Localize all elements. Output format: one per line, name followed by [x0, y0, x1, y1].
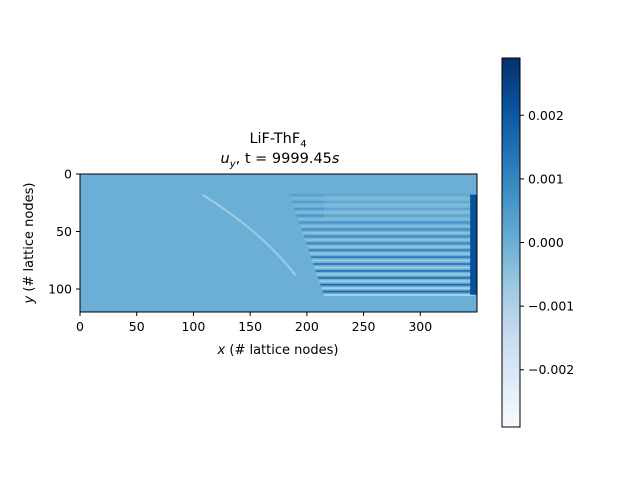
y-tick-label: 0 [64, 167, 72, 182]
heatmap-stripe [301, 228, 475, 231]
heatmap-stripe [307, 245, 475, 248]
x-tick-label: 0 [76, 319, 84, 334]
heatmap-stripe [298, 218, 475, 221]
colorbar-tick-label: 0.001 [528, 171, 564, 186]
heatmap-stripe [316, 273, 475, 276]
x-tick-label: 250 [352, 319, 376, 334]
heatmap-stripe [295, 211, 475, 214]
heatmap-stripe [302, 232, 475, 234]
y-axis-ticks: 0 50 100 [48, 167, 80, 297]
x-axis-ticks: 0 50 100 150 200 250 300 [76, 312, 432, 334]
plot-frame [79, 173, 478, 313]
title-subscript: 4 [300, 139, 306, 150]
x-tick-label: 50 [129, 319, 145, 334]
title-variable: u [221, 151, 230, 167]
x-axis-label-var: x [217, 343, 226, 358]
x-tick-label: 100 [181, 319, 205, 334]
heatmap-upper-band [323, 194, 475, 220]
y-axis-label-text: (# lattice nodes) [22, 183, 37, 296]
heatmap-stripe [309, 252, 475, 255]
heatmap-stripe [321, 287, 475, 290]
chart-title-line1: LiF-ThF4 [249, 131, 306, 150]
x-axis-label-text: (# lattice nodes) [225, 343, 338, 358]
colorbar-tick-label: −0.002 [528, 362, 574, 377]
heatmap-plot-area [80, 174, 477, 312]
y-axis-label-var: y [22, 295, 37, 304]
heatmap-stripe [306, 242, 475, 245]
colorbar-tick-label: 0.002 [528, 108, 564, 123]
heatmap-stripe [313, 263, 475, 265]
y-tick-label: 100 [48, 282, 72, 297]
heatmap-stripe [308, 249, 475, 252]
heatmap-diagonal-streak [201, 193, 297, 276]
heatmap-stripe [323, 294, 475, 296]
heatmap-stripe [310, 256, 475, 259]
heatmap-stripe [318, 276, 475, 279]
title-time: , t = 9999.45 [236, 151, 332, 167]
title-unit: s [332, 151, 340, 167]
title-main: LiF-ThF [249, 131, 300, 147]
heatmap-stripe [291, 197, 475, 200]
x-tick-label: 200 [295, 319, 319, 334]
colorbar-tick-label: −0.001 [528, 299, 574, 314]
heatmap-stripe [296, 214, 475, 217]
heatmap-right-edge-band [470, 194, 477, 295]
heatmap-stripe [320, 283, 475, 286]
heatmap-stripe [294, 207, 475, 210]
x-tick-label: 150 [238, 319, 262, 334]
heatmap-stripe [289, 194, 475, 196]
heatmap-stripe [293, 204, 475, 207]
colorbar-tick-label: 0.000 [528, 235, 564, 250]
x-tick-label: 300 [408, 319, 432, 334]
heatmap-stripe [322, 290, 475, 293]
heatmap-stripe [305, 238, 475, 241]
heatmap-stripe [299, 221, 475, 224]
heatmap-stripe [303, 235, 475, 238]
heatmap-stripe [312, 259, 475, 262]
heatmap-stripe [315, 270, 475, 272]
colorbar-ticks: −0.002 −0.001 0.000 0.001 0.002 [520, 108, 574, 377]
heatmap-stripe [314, 266, 475, 269]
title-variable-subscript: y [229, 159, 237, 170]
colorbar [501, 57, 521, 428]
heatmap-stripe [292, 201, 475, 203]
y-tick-label: 50 [56, 224, 72, 239]
heatmap-stripe [300, 225, 475, 227]
y-axis-label: y (# lattice nodes) [22, 183, 37, 305]
chart-title-line2: uy, t = 9999.45s [221, 151, 340, 170]
heatmap-stripe [319, 280, 475, 283]
x-axis-label: x (# lattice nodes) [217, 343, 339, 358]
